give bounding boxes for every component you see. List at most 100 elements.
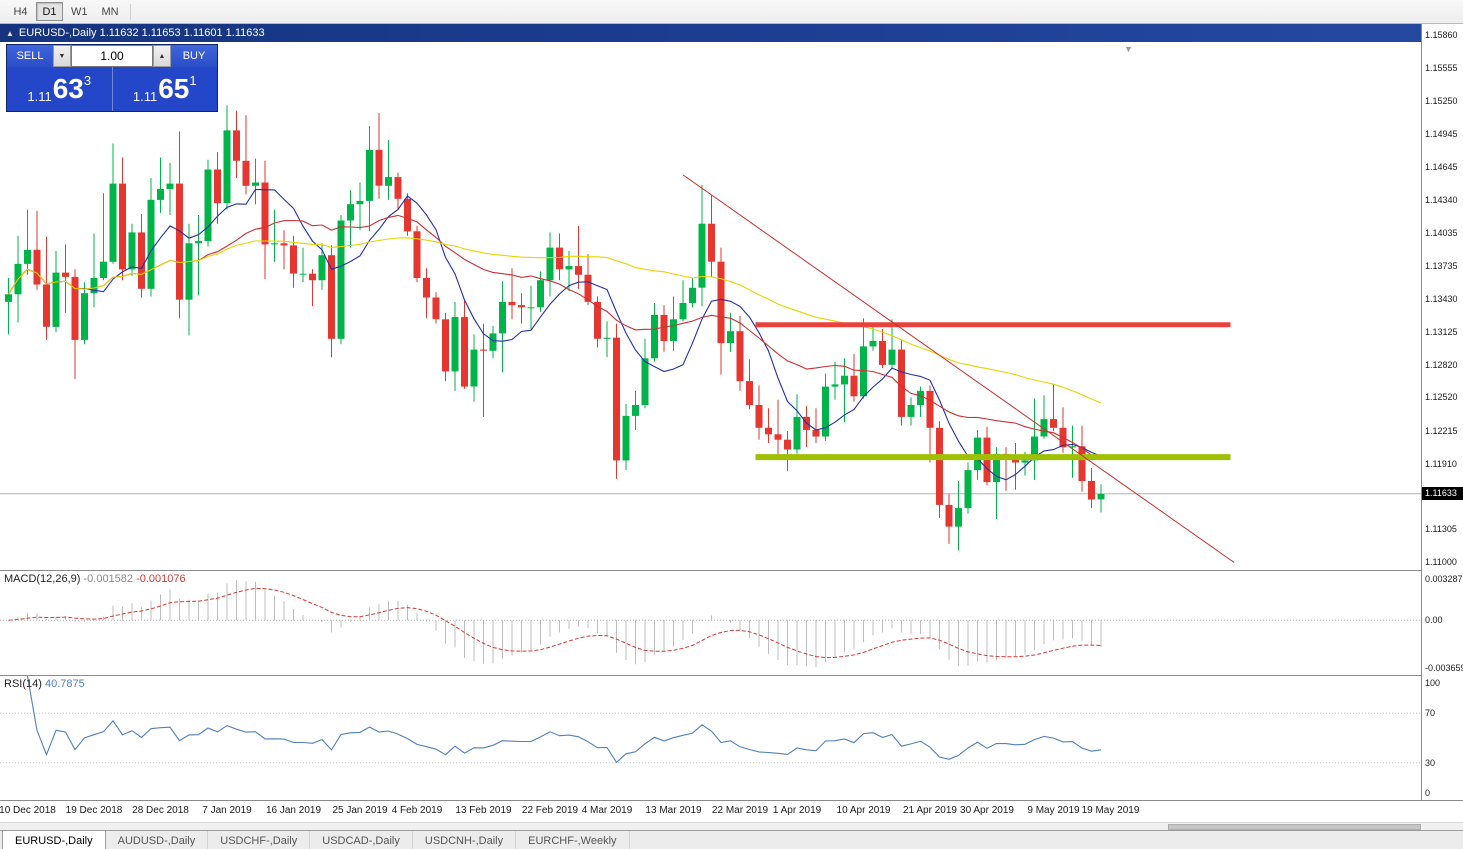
chart-tab-usdcnh-daily[interactable]: USDCNH-,Daily xyxy=(413,831,517,849)
price-tick: 1.11910 xyxy=(1425,458,1457,469)
macd-indicator-pane[interactable] xyxy=(0,571,1421,675)
date-tick-label: 19 May 2019 xyxy=(1081,805,1140,816)
date-tick-label: 25 Jan 2019 xyxy=(332,805,388,816)
price-tick: 1.12520 xyxy=(1425,392,1458,403)
date-axis[interactable]: 10 Dec 2018 19 Dec 2018 28 Dec 2018 7 Jan 2… xyxy=(0,801,1421,822)
chart-shift-marker-icon[interactable]: ▼ xyxy=(1124,44,1133,54)
sell-price-pips: 63 xyxy=(52,73,84,104)
price-tick: 1.13430 xyxy=(1425,293,1458,304)
price-tick: 1.13125 xyxy=(1425,326,1458,337)
rsi-axis-70: 70 xyxy=(1425,708,1436,719)
date-tick-label: 1 Apr 2019 xyxy=(772,805,822,816)
price-divider xyxy=(111,67,113,111)
chart-title-symbol: EURUSD-,Daily xyxy=(18,27,97,39)
date-tick-label: 22 Feb 2019 xyxy=(521,805,579,816)
chart-window: ▲ EURUSD-,Daily 1.11632 1.11653 1.11601 1… xyxy=(0,24,1463,849)
sell-price-display[interactable]: 1.11 63 3 xyxy=(7,67,112,111)
price-tick: 1.12215 xyxy=(1425,425,1458,436)
price-chart-pane[interactable] xyxy=(0,24,1421,570)
ohlc-open: 1.11632 xyxy=(99,27,139,39)
timeframe-button-w1[interactable]: W1 xyxy=(71,5,88,18)
date-tick-label: 16 Jan 2019 xyxy=(265,805,322,816)
rsi-label: RSI(14) 40.7875 xyxy=(4,678,85,690)
pane-separator[interactable] xyxy=(0,675,1463,676)
candlestick-series xyxy=(5,105,1105,551)
volume-up-icon[interactable]: ▲ xyxy=(153,45,171,67)
volume-down-icon[interactable]: ▼ xyxy=(53,45,71,67)
macd-histogram xyxy=(17,580,1102,667)
macd-label: MACD(12,26,9) -0.001582 -0.001076 xyxy=(4,573,186,585)
pane-separator xyxy=(0,800,1463,801)
chart-tab-usdcad-daily[interactable]: USDCAD-,Daily xyxy=(310,831,413,849)
price-tick: 1.13735 xyxy=(1425,260,1458,271)
buy-price-prefix: 1.11 xyxy=(132,89,158,104)
bid-price-tag: 1.11633 xyxy=(1422,487,1463,501)
buy-price-pips: 65 xyxy=(158,73,190,104)
ohlc-close: 1.11633 xyxy=(225,27,265,39)
date-tick-label: 22 Mar 2019 xyxy=(711,805,769,816)
ohlc-high: 1.11653 xyxy=(141,27,181,39)
price-tick: 1.14645 xyxy=(1425,161,1458,172)
timeframe-buttons: H4 D1 W1 MN xyxy=(6,2,126,21)
descending-trendline xyxy=(682,174,1235,563)
date-tick-label: 21 Apr 2019 xyxy=(903,805,957,816)
date-tick-label: 9 May 2019 xyxy=(1027,805,1080,816)
price-tick: 1.15860 xyxy=(1425,29,1458,40)
chart-icon: ▲ xyxy=(6,28,14,38)
date-tick-label: 13 Feb 2019 xyxy=(455,805,512,816)
volume-input[interactable] xyxy=(71,45,153,67)
chart-title-bar: ▲ EURUSD-,Daily 1.11632 1.11653 1.11601 1… xyxy=(0,24,1421,42)
buy-button[interactable]: BUY xyxy=(171,45,217,67)
horizontal-scrollbar[interactable] xyxy=(0,822,1463,830)
price-tick: 1.15250 xyxy=(1425,96,1458,107)
price-tick: 1.14945 xyxy=(1425,129,1458,140)
chart-tab-usdchf-daily[interactable]: USDCHF-,Daily xyxy=(208,831,311,849)
buy-price-display[interactable]: 1.11 65 1 xyxy=(113,67,218,111)
rsi-line xyxy=(26,676,1102,764)
moving-average-21 xyxy=(8,214,1102,460)
ohlc-low: 1.11601 xyxy=(183,27,223,39)
price-tick: 1.12820 xyxy=(1425,359,1458,370)
moving-average-55 xyxy=(8,237,1102,404)
sell-price-point: 3 xyxy=(83,73,92,88)
date-tick-label: 30 Apr 2019 xyxy=(960,805,1014,816)
rsi-axis-0: 0 xyxy=(1425,788,1431,798)
timeframe-button-d1[interactable]: D1 xyxy=(36,2,63,21)
chart-tab-bar: EURUSD-,Daily AUDUSD-,Daily USDCHF-,Daily U… xyxy=(0,830,1463,849)
price-axis[interactable]: 1.11633 1.15860 1.15555 1.15250 1.14945 1.14… xyxy=(1421,24,1463,800)
timeframe-button-mn[interactable]: MN xyxy=(101,5,119,18)
buy-price-point: 1 xyxy=(189,73,197,88)
macd-axis-max: 0.003287 xyxy=(1425,574,1463,584)
sell-button[interactable]: SELL xyxy=(7,45,53,67)
pane-separator[interactable] xyxy=(0,570,1463,571)
price-tick: 1.15555 xyxy=(1425,62,1458,73)
sell-price-prefix: 1.11 xyxy=(27,89,52,104)
date-tick-label: 19 Dec 2018 xyxy=(65,805,123,816)
date-tick-label: 10 Dec 2018 xyxy=(0,805,56,816)
chart-tab-eurusd-daily[interactable]: EURUSD-,Daily xyxy=(2,830,106,849)
macd-axis-zero: 0.00 xyxy=(1425,615,1443,626)
price-tick: 1.11000 xyxy=(1425,557,1457,568)
rsi-axis-30: 30 xyxy=(1425,757,1436,768)
macd-signal-line xyxy=(8,587,1102,659)
timeframe-button-h4[interactable]: H4 xyxy=(13,5,28,18)
price-tick: 1.11305 xyxy=(1425,524,1457,535)
price-tick: 1.14035 xyxy=(1425,227,1458,238)
toolbar-separator xyxy=(129,3,131,20)
rsi-axis-100: 100 xyxy=(1425,678,1441,688)
chart-tab-audusd-daily[interactable]: AUDUSD-,Daily xyxy=(106,831,209,849)
date-tick-label: 4 Mar 2019 xyxy=(581,805,633,816)
timeframe-toolbar: H4 D1 W1 MN xyxy=(0,0,1463,24)
rsi-indicator-pane[interactable] xyxy=(0,676,1421,800)
macd-axis-min: -0.003659 xyxy=(1425,663,1463,673)
moving-average-8 xyxy=(8,188,1102,481)
date-tick-label: 28 Dec 2018 xyxy=(132,805,189,816)
date-tick-label: 13 Mar 2019 xyxy=(645,805,702,816)
one-click-trading-panel: SELL ▼ ▲ BUY 1.11 63 3 1.11 65 1 xyxy=(6,44,218,112)
scrollbar-thumb[interactable] xyxy=(1168,824,1421,830)
chart-tab-eurchf-weekly[interactable]: EURCHF-,Weekly xyxy=(516,831,630,849)
date-tick-label: 10 Apr 2019 xyxy=(836,805,891,816)
date-tick-label: 4 Feb 2019 xyxy=(391,805,443,816)
date-tick-label: 7 Jan 2019 xyxy=(202,805,252,816)
price-tick: 1.14340 xyxy=(1425,194,1458,205)
